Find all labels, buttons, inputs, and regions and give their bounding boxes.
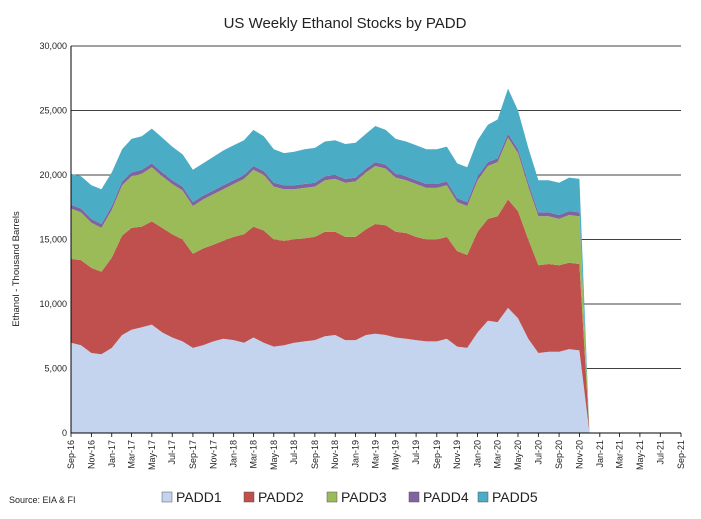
x-tick-label: Nov-17 [208,440,218,469]
x-tick-label: Jul-19 [411,440,421,465]
x-tick-label: Mar-19 [370,440,380,469]
x-tick-label: May-20 [513,440,523,470]
x-tick-label: Jul-17 [167,440,177,465]
x-tick-label: Nov-18 [330,440,340,469]
x-tick-label: Sep-17 [188,440,198,469]
x-tick-label: Jul-20 [533,440,543,465]
x-tick-label: Jul-21 [655,440,665,465]
legend: PADD1 PADD2 PADD3 PADD4 PADD5 [161,489,538,505]
area-padd2 [71,199,590,433]
x-tick-labels: Sep-16 Nov-16 Jan-17 Mar-17 May-17 Jul-17 Sep-… [66,433,686,470]
x-tick-label: Sep-20 [554,440,564,469]
x-tick-label: Jan-17 [107,440,117,468]
y-tick-labels: 0 5,000 10,000 15,000 20,000 25,000 30,000 [39,41,67,438]
legend-swatch-padd3 [326,491,338,503]
legend-swatch-padd2 [243,491,255,503]
legend-label-padd2: PADD2 [258,489,304,505]
y-tick-label: 25,000 [39,106,67,116]
x-tick-label: Jul-18 [289,440,299,465]
x-tick-label: Mar-18 [248,440,258,469]
x-tick-label: Sep-19 [432,440,442,469]
x-tick-label: Sep-21 [676,440,686,469]
source-note: Source: EIA & FI [9,495,76,505]
y-tick-label: 10,000 [39,299,67,309]
area-padd1 [71,307,590,433]
stacked-areas [71,88,590,433]
area-padd3 [71,137,590,433]
x-tick-label: Mar-20 [493,440,503,469]
y-tick-label: 15,000 [39,235,67,245]
x-tick-label: Jan-20 [473,440,483,468]
y-tick-label: 30,000 [39,41,67,51]
x-tick-label: Sep-16 [66,440,76,469]
x-tick-label: Jan-21 [595,440,605,468]
x-tick-label: Mar-17 [126,440,136,469]
x-tick-label: May-21 [635,440,645,470]
legend-label-padd4: PADD4 [423,489,469,505]
y-tick-label: 5,000 [44,364,67,374]
x-tick-label: May-17 [147,440,157,470]
legend-label-padd1: PADD1 [176,489,222,505]
x-tick-label: Nov-20 [574,440,584,469]
x-tick-label: May-18 [269,440,279,470]
x-tick-label: Nov-19 [452,440,462,469]
x-tick-label: Jan-19 [351,440,361,468]
y-tick-label: 0 [62,428,67,438]
chart-title: US Weekly Ethanol Stocks by PADD [224,15,467,32]
x-tick-label: May-19 [391,440,401,470]
legend-swatch-padd1 [161,491,173,503]
legend-swatch-padd4 [408,491,420,503]
x-tick-label: Jan-18 [229,440,239,468]
x-tick-label: Mar-21 [615,440,625,469]
legend-label-padd3: PADD3 [341,489,387,505]
legend-swatch-padd5 [477,491,489,503]
area-padd5 [71,88,590,433]
x-tick-label: Sep-18 [310,440,320,469]
legend-label-padd5: PADD5 [492,489,538,505]
y-axis-label: Ethanol - Thousand Barrels [11,211,22,327]
x-tick-label: Nov-16 [86,440,96,469]
y-tick-label: 20,000 [39,170,67,180]
